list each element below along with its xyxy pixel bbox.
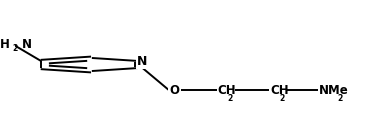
- Text: N: N: [22, 38, 32, 51]
- Text: 2: 2: [280, 94, 285, 103]
- Text: H: H: [0, 38, 9, 51]
- Text: N: N: [137, 55, 147, 68]
- Text: 2: 2: [337, 94, 342, 103]
- Text: 2: 2: [13, 44, 18, 53]
- Text: NMe: NMe: [319, 83, 349, 96]
- Text: CH: CH: [218, 83, 236, 96]
- Text: O: O: [169, 83, 179, 96]
- Text: CH: CH: [270, 83, 289, 96]
- Text: 2: 2: [227, 94, 232, 103]
